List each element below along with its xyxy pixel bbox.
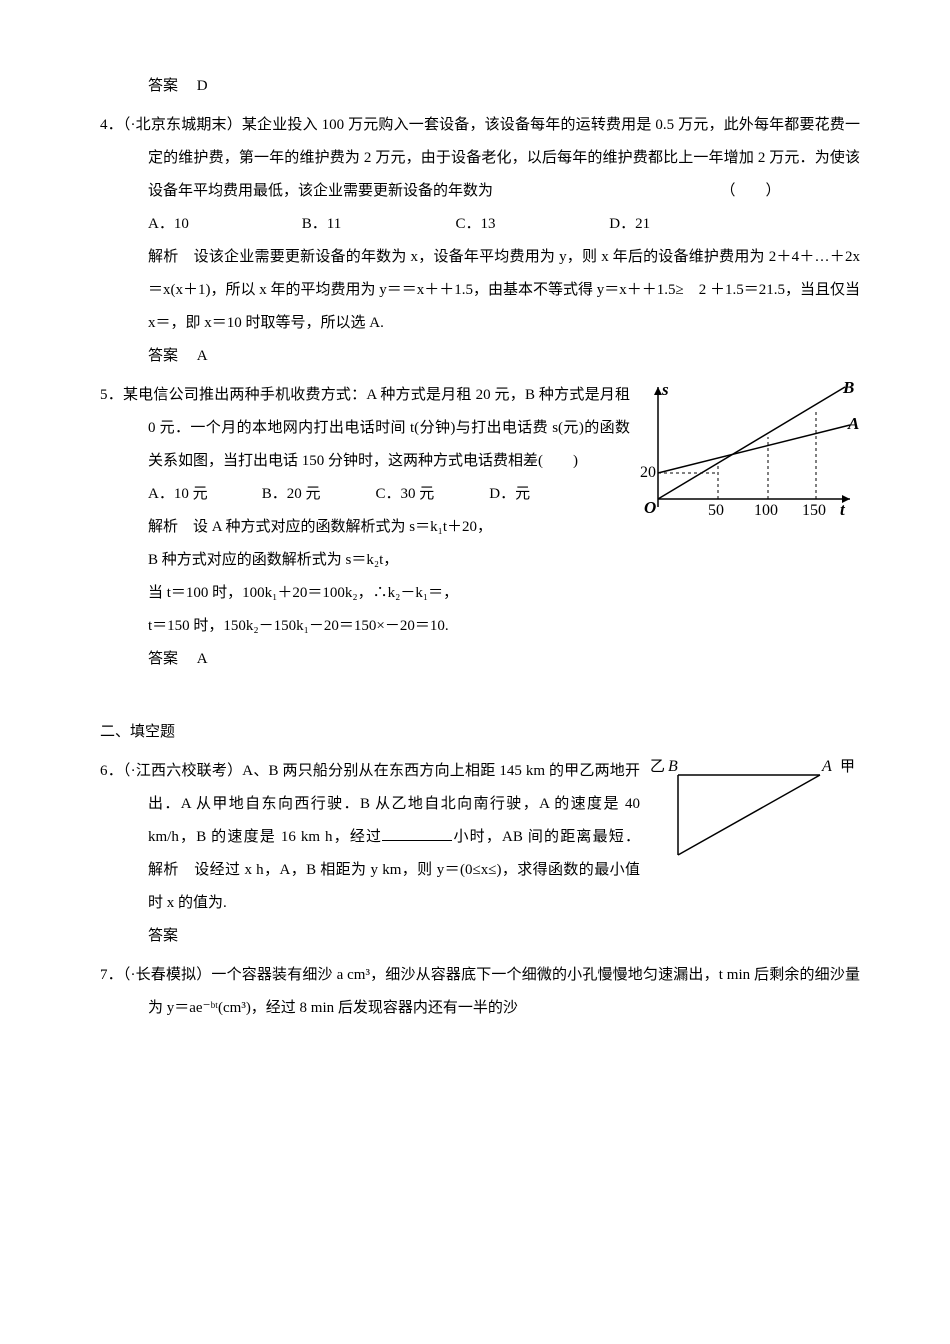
q4-choice-b: B．11 <box>302 208 452 241</box>
q6-number: 6． <box>100 763 123 779</box>
q7-number: 7． <box>100 967 123 983</box>
q6-expl-text: 设经过 x h，A，B 相距为 y km，则 y＝(0≤x≤)，求得函数的最小值… <box>148 862 640 911</box>
q3-answer-value: D <box>197 78 208 94</box>
q7-source: （·长春模拟） <box>123 967 212 983</box>
svg-text:甲: 甲 <box>840 759 855 775</box>
q4: 4．（·北京东城期末）某企业投入 100 万元购入一套设备，该设备每年的运转费用… <box>100 109 860 208</box>
q5: 20 A B 50 100 150 s t O 5．某电信公司推出两种手机收费方… <box>100 379 860 676</box>
section-2-heading: 二、填空题 <box>100 716 860 749</box>
svg-text:O: O <box>644 498 656 517</box>
q4-source: （·北京东城期末） <box>123 117 242 133</box>
q4-choice-a: A．10 <box>148 208 298 241</box>
q6-text-b: 小时，AB 间的距离最短． <box>452 829 640 845</box>
q6-expl-label: 解析 <box>148 862 179 878</box>
q4-number: 4． <box>100 117 123 133</box>
q5-choice-b: B．20 元 <box>262 478 372 511</box>
svg-text:B: B <box>668 758 678 775</box>
svg-text:150: 150 <box>802 502 826 519</box>
q6-answer-label: 答案 <box>148 928 178 944</box>
q4-paren: （ ） <box>721 183 781 199</box>
q5-expl-l1: 设 A 种方式对应的函数解析式为 s＝k₁t＋20， <box>193 519 492 535</box>
q5-choice-d: D．元 <box>489 478 569 511</box>
svg-text:100: 100 <box>754 502 778 519</box>
q5-text: 某电信公司推出两种手机收费方式：A 种方式是月租 20 元，B 种方式是月租 0… <box>123 387 630 469</box>
q4-choice-c: C．13 <box>456 208 606 241</box>
q5-expl-label: 解析 <box>148 519 178 535</box>
q5-number: 5． <box>100 387 123 403</box>
q5-expl-l2: B 种方式对应的函数解析式为 s＝k₂t， <box>148 552 398 568</box>
q7-text: 一个容器装有细沙 a cm³，细沙从容器底下一个细微的小孔慢慢地匀速漏出，t m… <box>148 967 860 1016</box>
q5-expl-l4: t＝150 时，150k₂－150k₁－20＝150×－20＝10. <box>148 618 449 634</box>
q5-figure: 20 A B 50 100 150 s t O <box>640 379 860 519</box>
svg-text:乙: 乙 <box>650 759 665 775</box>
svg-text:A: A <box>847 414 859 433</box>
q5-answer-label: 答案 <box>148 651 178 667</box>
q4-explanation: 解析 设该企业需要更新设备的年数为 x，设备年平均费用为 y，则 x 年后的设备… <box>100 241 860 340</box>
q3-answer-label: 答案 <box>148 78 178 94</box>
svg-text:B: B <box>842 379 854 397</box>
q5-answer-value: A <box>197 651 208 667</box>
q4-choice-d: D．21 <box>609 208 729 241</box>
q5-expl-l3: 当 t＝100 时，100k₁＋20＝100k₂，∴k₂－k₁＝， <box>148 585 458 601</box>
q4-answer-label: 答案 <box>148 348 178 364</box>
q5-choice-c: C．30 元 <box>376 478 486 511</box>
svg-text:50: 50 <box>708 502 724 519</box>
q4-expl-text: 设该企业需要更新设备的年数为 x，设备年平均费用为 y，则 x 年后的设备维护费… <box>148 249 860 331</box>
q4-choices: A．10 B．11 C．13 D．21 <box>100 208 860 241</box>
q6-figure: 乙 B A 甲 <box>650 755 860 865</box>
q6-blank <box>382 825 452 841</box>
svg-text:t: t <box>840 500 846 519</box>
q4-expl-label: 解析 <box>148 249 178 265</box>
q7: 7．（·长春模拟）一个容器装有细沙 a cm³，细沙从容器底下一个细微的小孔慢慢… <box>100 959 860 1025</box>
q6-source: （·江西六校联考） <box>123 763 242 779</box>
svg-text:A: A <box>821 758 832 775</box>
q5-choice-a: A．10 元 <box>148 478 258 511</box>
svg-text:s: s <box>661 380 669 399</box>
svg-text:20: 20 <box>640 464 656 481</box>
q4-answer-value: A <box>197 348 208 364</box>
q6: 乙 B A 甲 6．（·江西六校联考）A、B 两只船分别从在东西方向上相距 14… <box>100 755 860 953</box>
